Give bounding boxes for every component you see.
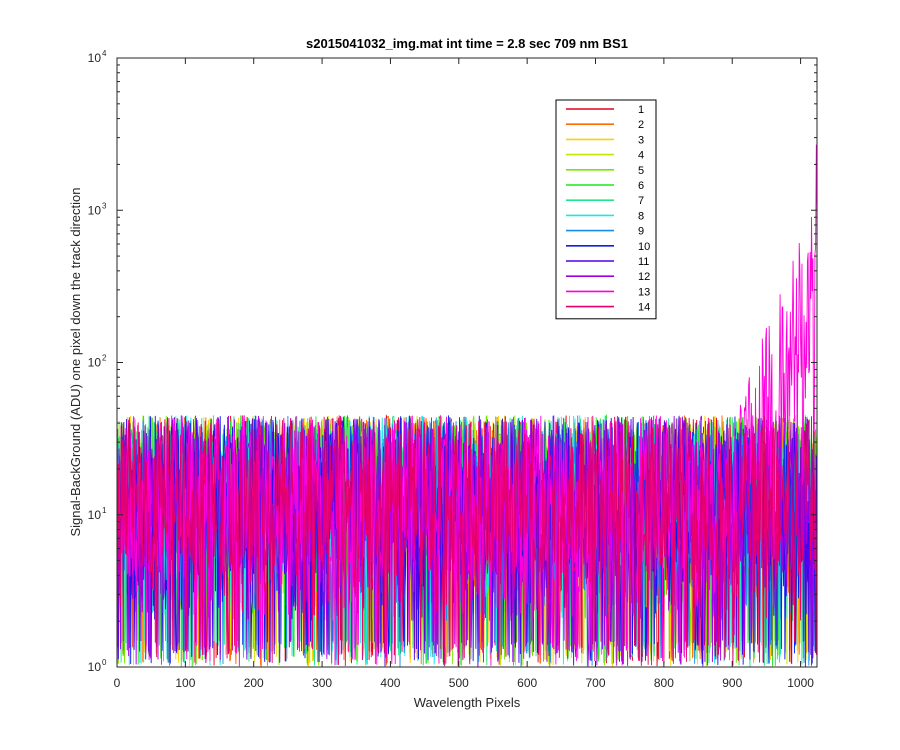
y-tick-exponent: 3 <box>102 201 107 210</box>
x-tick-label: 300 <box>312 676 332 690</box>
legend-label-3: 3 <box>638 134 644 146</box>
x-tick-label: 900 <box>722 676 742 690</box>
y-axis-label: Signal-BackGround (ADU) one pixel down t… <box>68 187 83 536</box>
x-tick-label: 100 <box>175 676 195 690</box>
chart-title: s2015041032_img.mat int time = 2.8 sec 7… <box>306 36 628 51</box>
y-tick-label: 10 <box>88 51 102 65</box>
legend-box <box>555 99 657 320</box>
legend-label-14: 14 <box>638 302 650 314</box>
y-tick-exponent: 4 <box>102 49 107 58</box>
y-tick-exponent: 0 <box>102 658 107 667</box>
plot-area <box>117 144 817 667</box>
x-tick-label: 600 <box>517 676 537 690</box>
legend-label-13: 13 <box>638 286 650 298</box>
x-tick-label: 700 <box>586 676 606 690</box>
legend-label-1: 1 <box>638 104 644 116</box>
legend-label-10: 10 <box>638 241 650 253</box>
legend-label-6: 6 <box>638 180 644 192</box>
y-tick-exponent: 1 <box>102 506 107 515</box>
legend-label-7: 7 <box>638 195 644 207</box>
legend-label-9: 9 <box>638 226 644 238</box>
x-tick-label: 1000 <box>787 676 814 690</box>
legend-label-2: 2 <box>638 119 644 131</box>
x-axis-label: Wavelength Pixels <box>414 695 521 710</box>
x-tick-label: 400 <box>380 676 400 690</box>
legend-label-8: 8 <box>638 210 644 222</box>
y-tick-exponent: 2 <box>102 354 107 363</box>
legend-label-12: 12 <box>638 271 650 283</box>
legend-label-11: 11 <box>638 256 649 268</box>
y-tick-label: 10 <box>88 660 102 674</box>
x-tick-label: 200 <box>244 676 264 690</box>
y-tick-label: 10 <box>88 356 102 370</box>
series-line-14 <box>117 415 817 667</box>
x-tick-label: 0 <box>114 676 121 690</box>
y-tick-label: 10 <box>88 508 102 522</box>
x-tick-label: 800 <box>654 676 674 690</box>
x-axis: 0 100 200 300 400 500 600 700 800 900 1000 <box>114 58 814 690</box>
x-tick-label: 500 <box>449 676 469 690</box>
y-tick-label: 10 <box>88 203 102 217</box>
legend-label-4: 4 <box>638 150 644 162</box>
legend-label-5: 5 <box>638 165 644 177</box>
